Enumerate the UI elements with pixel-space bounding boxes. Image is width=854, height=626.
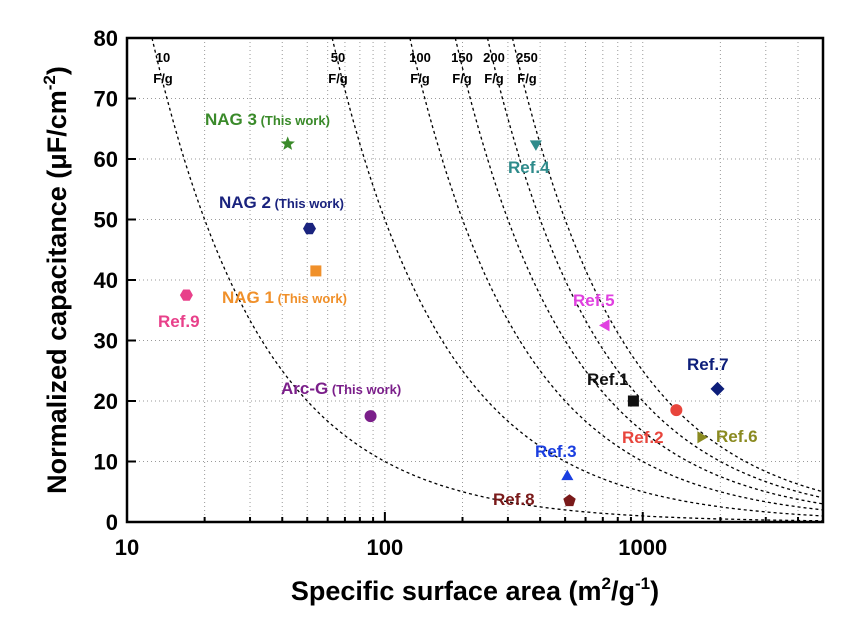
y-title-sup: -2 (40, 75, 59, 90)
y-tick-label: 60 (94, 147, 118, 172)
data-point-ref-2 (670, 404, 683, 417)
x-title-main: Specific surface area (m (291, 576, 602, 606)
data-label-name: Ref.8 (493, 490, 535, 509)
data-label-ref-2: Ref.2 (622, 428, 664, 447)
data-label-name: NAG 3 (205, 110, 257, 129)
iso-capacitance-curves: 10 F/g 50 F/g 100 F/g 150 F/g 200 F/g 250 F/g (151, 37, 824, 522)
x-tick-label: 10 (115, 535, 139, 560)
data-label-nag-1: NAG 1 (This work) (222, 288, 347, 307)
iso-curve-value-label: 250 (516, 50, 538, 65)
data-label-note: (This work) (257, 113, 330, 128)
data-label-name: Ref.4 (508, 158, 550, 177)
data-label-name: NAG 2 (219, 193, 271, 212)
x-tick-label: 100 (367, 535, 404, 560)
y-tick-label: 10 (94, 450, 118, 475)
iso-curve-200 (486, 37, 824, 499)
y-tick-label: 50 (94, 208, 118, 233)
x-tick-label: 1000 (618, 535, 667, 560)
data-label-name: Ref.3 (535, 442, 577, 461)
data-label-ref-4: Ref.4 (508, 158, 550, 177)
data-label-ref-6: Ref.6 (716, 427, 758, 446)
y-tick-label: 70 (94, 87, 118, 112)
data-label-ref-5: Ref.5 (573, 291, 615, 310)
y-tick-label: 40 (94, 268, 118, 293)
grid (127, 38, 823, 522)
data-point-ref-8 (563, 494, 576, 507)
data-point-nag-2 (303, 222, 316, 235)
y-tick-label: 0 (106, 510, 118, 535)
x-axis-title: Specific surface area (m2/g-1) (291, 574, 659, 606)
iso-curve-value-label: 50 (331, 50, 345, 65)
data-point-ref-9 (179, 289, 193, 301)
iso-curve-10 (151, 37, 824, 522)
y-title-end: ) (42, 66, 72, 75)
x-title-sup2: -1 (635, 574, 650, 593)
data-label-note: (This work) (328, 382, 401, 397)
iso-curve-50 (331, 37, 824, 517)
data-point-ref-3 (561, 469, 574, 481)
y-tick-label: 20 (94, 389, 118, 414)
data-label-name: NAG 1 (222, 288, 274, 307)
data-point-ref-5 (599, 319, 610, 332)
data-point-nag-3 (280, 136, 295, 150)
data-label-ref-9: Ref.9 (158, 312, 200, 331)
data-label-nag-2: NAG 2 (This work) (219, 193, 344, 212)
iso-curve-250 (511, 37, 824, 493)
iso-curve-150 (454, 37, 824, 505)
data-point-ref-7 (710, 381, 725, 396)
data-point-ref-4 (529, 140, 542, 151)
data-points: NAG 3 (This work)NAG 2 (This work)NAG 1 … (158, 110, 758, 509)
data-label-ref-3: Ref.3 (535, 442, 577, 461)
data-point-arc-g (364, 410, 377, 423)
iso-curve-unit-label: F/g (484, 71, 504, 86)
data-label-name: Ref.2 (622, 428, 664, 447)
iso-curve-unit-label: F/g (153, 71, 173, 86)
data-label-name: Ref.6 (716, 427, 758, 446)
data-label-ref-8: Ref.8 (493, 490, 535, 509)
x-title-end: ) (650, 576, 659, 606)
data-label-name: Arc-G (281, 379, 328, 398)
iso-curve-unit-label: F/g (410, 71, 430, 86)
data-label-note: (This work) (274, 291, 347, 306)
data-label-ref-1: Ref.1 (587, 370, 629, 389)
data-label-name: Ref.7 (687, 355, 729, 374)
data-label-ref-7: Ref.7 (687, 355, 729, 374)
iso-curve-value-label: 10 (156, 50, 170, 65)
data-label-name: Ref.5 (573, 291, 615, 310)
iso-curve-unit-label: F/g (328, 71, 348, 86)
data-label-name: Ref.1 (587, 370, 629, 389)
data-label-arc-g: Arc-G (This work) (281, 379, 401, 398)
data-point-ref-1 (627, 395, 639, 407)
data-point-nag-1 (310, 265, 322, 277)
iso-curve-value-label: 200 (483, 50, 505, 65)
data-label-name: Ref.9 (158, 312, 200, 331)
iso-curve-100 (409, 37, 824, 511)
x-title-mid: /g (611, 576, 635, 606)
data-label-note: (This work) (271, 196, 344, 211)
iso-curve-unit-label: F/g (517, 71, 537, 86)
y-tick-label: 30 (94, 329, 118, 354)
iso-curve-value-label: 100 (409, 50, 431, 65)
y-axis-title: Normalized capacitance (μF/cm-2) (40, 66, 72, 494)
data-label-nag-3: NAG 3 (This work) (205, 110, 330, 129)
y-tick-label: 80 (94, 26, 118, 51)
x-title-sup1: 2 (602, 574, 611, 593)
iso-curve-unit-label: F/g (452, 71, 472, 86)
y-title-main: Normalized capacitance (μF/cm (42, 90, 72, 494)
iso-curve-value-label: 150 (451, 50, 473, 65)
data-point-ref-6 (697, 431, 708, 444)
